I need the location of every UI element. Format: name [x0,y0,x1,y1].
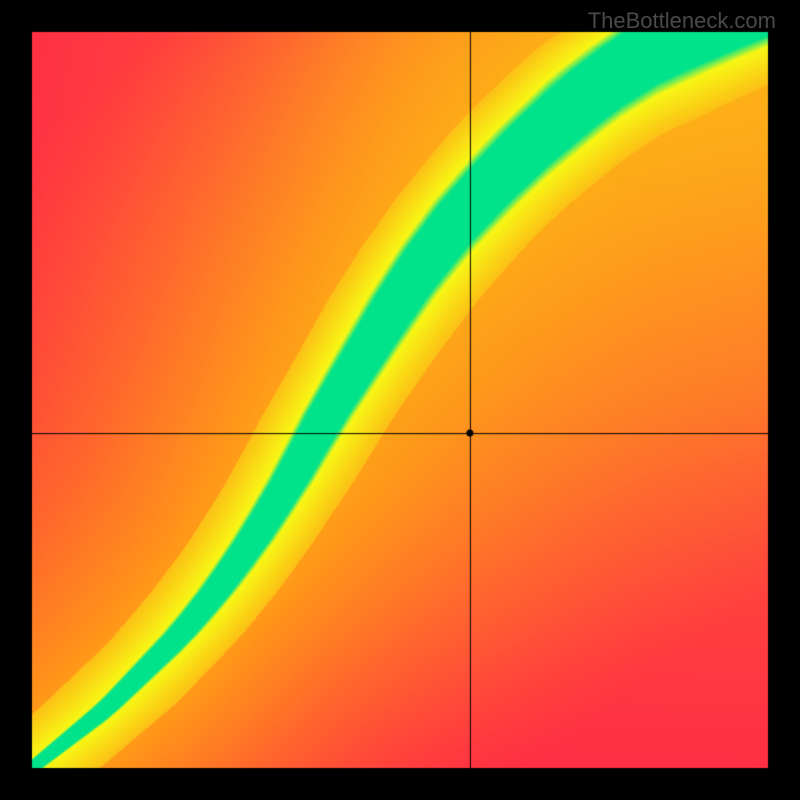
bottleneck-heatmap [0,0,800,800]
watermark-text: TheBottleneck.com [588,8,776,34]
